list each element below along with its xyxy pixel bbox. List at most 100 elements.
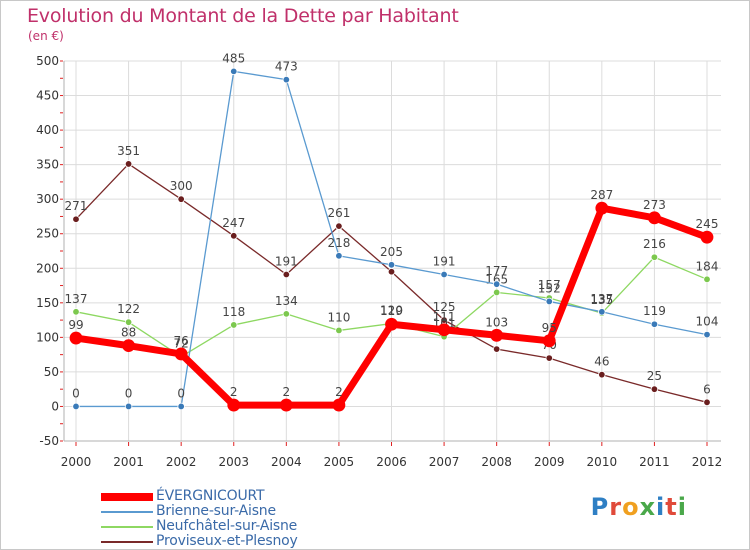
data-point xyxy=(332,398,346,412)
x-tick-label: 2012 xyxy=(692,455,723,469)
data-label: 110 xyxy=(327,310,350,324)
y-tick-label: -50 xyxy=(39,434,59,448)
data-point xyxy=(595,201,609,215)
data-point xyxy=(492,288,501,297)
data-point xyxy=(282,310,291,318)
data-label: 99 xyxy=(68,318,83,332)
y-tick-label: 400 xyxy=(36,123,59,137)
legend-swatch-evergnicourt xyxy=(101,493,153,501)
data-label: 135 xyxy=(590,293,613,307)
y-tick-label: 450 xyxy=(36,89,59,103)
data-label: 104 xyxy=(696,315,719,329)
logo-letter: x xyxy=(639,493,657,521)
data-label: 271 xyxy=(65,199,88,213)
legend-swatch-neufchatel xyxy=(101,526,153,528)
data-point xyxy=(700,230,714,244)
data-label: 485 xyxy=(222,51,245,65)
data-label: 125 xyxy=(433,300,456,314)
data-label: 6 xyxy=(703,382,711,396)
data-label: 247 xyxy=(222,216,245,230)
logo-letter: i xyxy=(677,493,687,521)
data-label: 0 xyxy=(72,386,80,400)
data-label: 118 xyxy=(222,305,245,319)
x-tick-label: 2009 xyxy=(534,455,565,469)
data-label: 134 xyxy=(275,294,298,308)
data-point xyxy=(72,402,80,411)
data-label: 120 xyxy=(380,304,403,318)
chart-subtitle: (en €) xyxy=(28,29,64,43)
data-label: 351 xyxy=(117,144,140,158)
data-label: 46 xyxy=(594,355,609,369)
data-point xyxy=(492,280,501,288)
data-point xyxy=(282,270,291,279)
legend-swatch-brienne xyxy=(101,511,153,513)
data-point xyxy=(124,160,133,168)
data-label: 184 xyxy=(696,259,719,273)
data-label: 157 xyxy=(538,278,561,292)
y-tick-label: 50 xyxy=(44,365,59,379)
data-label: 300 xyxy=(170,179,193,193)
data-label: 111 xyxy=(433,310,456,324)
y-tick-label: 150 xyxy=(36,296,59,310)
y-tick-label: 300 xyxy=(36,192,59,206)
data-label: 25 xyxy=(647,369,662,383)
legend-label-proviseux: Proviseux-et-Plesnoy xyxy=(156,533,298,549)
data-point xyxy=(227,398,241,412)
data-label: 261 xyxy=(327,206,350,220)
data-point xyxy=(69,331,83,345)
logo-letter: o xyxy=(622,493,640,521)
data-point xyxy=(703,275,711,284)
data-point xyxy=(230,321,238,329)
data-label: 119 xyxy=(643,304,666,318)
logo-letter: r xyxy=(609,493,623,521)
x-tick-label: 2008 xyxy=(481,455,512,469)
data-point xyxy=(598,308,606,316)
data-label: 0 xyxy=(177,386,185,400)
logo-letter: i xyxy=(656,493,666,521)
data-point xyxy=(124,402,133,411)
proxiti-logo: Proxiti xyxy=(591,493,687,521)
data-point xyxy=(648,211,661,225)
y-tick-label: 200 xyxy=(36,261,59,275)
data-point xyxy=(542,334,556,348)
data-label: 473 xyxy=(275,60,298,74)
data-label: 103 xyxy=(485,315,508,329)
data-label: 273 xyxy=(643,198,666,212)
logo-letter: P xyxy=(590,493,610,521)
y-tick-label: 100 xyxy=(36,330,59,344)
data-point xyxy=(279,398,293,412)
x-tick-label: 2002 xyxy=(166,455,197,469)
data-label: 88 xyxy=(121,326,136,340)
data-label: 191 xyxy=(433,254,456,268)
data-point xyxy=(335,326,343,335)
x-tick-label: 2011 xyxy=(639,455,670,469)
data-label: 72 xyxy=(174,337,189,351)
data-label: 95 xyxy=(542,321,557,335)
data-point xyxy=(282,75,291,84)
data-label: 122 xyxy=(117,302,140,316)
x-tick-label: 2003 xyxy=(218,455,249,469)
y-tick-label: 350 xyxy=(36,158,59,172)
data-point xyxy=(387,268,396,276)
x-tick-label: 2010 xyxy=(587,455,618,469)
data-label: 137 xyxy=(590,292,613,306)
data-label: 245 xyxy=(696,217,719,231)
data-label: 205 xyxy=(380,245,403,259)
data-point xyxy=(545,354,553,362)
y-tick-label: 500 xyxy=(36,54,59,68)
legend-swatch-proviseux xyxy=(101,541,153,543)
data-point xyxy=(174,347,188,361)
x-tick-label: 2006 xyxy=(376,455,407,469)
data-point xyxy=(177,195,185,203)
data-point xyxy=(437,323,451,337)
data-point xyxy=(440,270,448,279)
x-tick-label: 2005 xyxy=(324,455,355,469)
data-label: 177 xyxy=(485,264,508,278)
data-label: 119 xyxy=(380,304,403,318)
y-tick-label: 0 xyxy=(51,399,59,413)
data-point xyxy=(335,222,343,230)
data-point xyxy=(650,320,659,328)
data-point xyxy=(72,308,80,316)
data-label: 76 xyxy=(174,334,189,348)
